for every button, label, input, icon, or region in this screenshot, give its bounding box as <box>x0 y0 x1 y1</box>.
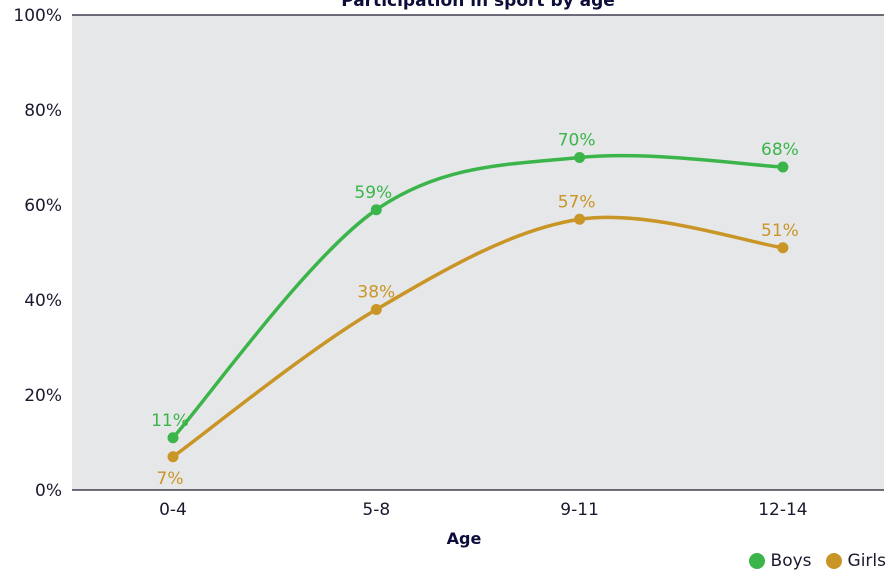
data-point-girls <box>574 213 586 225</box>
data-point-boys <box>370 204 382 216</box>
data-label-boys: 59% <box>354 183 392 203</box>
x-axis-label: Age <box>447 529 482 548</box>
data-point-boys <box>574 152 586 163</box>
legend-item-boys: Boys <box>748 551 812 571</box>
legend-label-boys: Boys <box>770 551 812 571</box>
data-label-boys: 68% <box>761 140 799 160</box>
chart-title: Participation in sport by age <box>341 0 615 11</box>
y-tick-label: 40% <box>24 291 62 311</box>
x-tick-label: 12-14 <box>758 500 807 520</box>
data-point-girls <box>777 242 789 254</box>
legend-swatch-girls <box>825 553 842 569</box>
data-label-girls: 51% <box>761 221 799 241</box>
data-point-girls <box>370 304 382 315</box>
series-line-boys <box>171 153 785 440</box>
data-point-girls <box>167 451 179 463</box>
legend-item-girls: Girls <box>825 551 886 571</box>
data-label-boys: 11% <box>151 411 189 431</box>
y-tick-label: 100% <box>13 6 62 26</box>
y-tick-label: 20% <box>24 386 62 406</box>
data-point-boys <box>167 432 179 444</box>
data-label-girls: 57% <box>558 192 596 212</box>
x-tick-label: 5-8 <box>362 500 390 520</box>
legend-swatch-boys <box>748 553 765 569</box>
y-tick-label: 0% <box>35 481 62 501</box>
data-label-girls: 38% <box>357 283 395 303</box>
data-label-boys: 70% <box>558 131 596 151</box>
y-tick-label: 60% <box>24 196 62 216</box>
x-tick-label: 0-4 <box>159 500 187 520</box>
legend-label-girls: Girls <box>847 551 886 571</box>
y-tick-label: 80% <box>24 101 62 121</box>
data-label-girls: 7% <box>157 469 184 489</box>
legend: Boys Girls <box>748 551 886 571</box>
series-line-girls <box>171 215 785 459</box>
data-point-boys <box>777 161 789 173</box>
x-tick-label: 9-11 <box>560 500 599 520</box>
